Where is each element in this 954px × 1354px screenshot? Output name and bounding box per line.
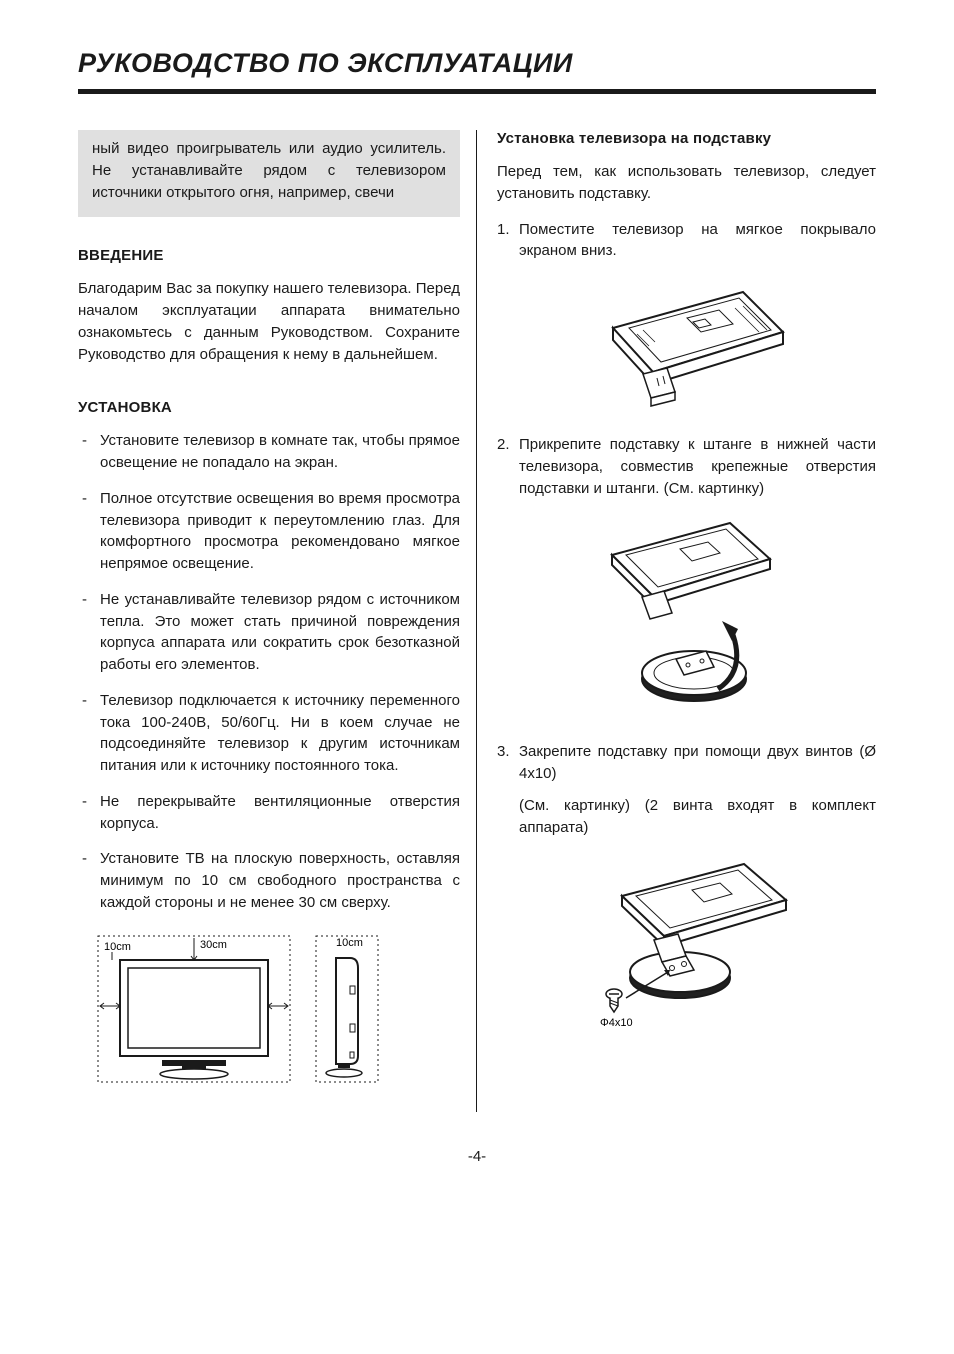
- list-item: Не перекрывайте вентиляционные отверстия…: [78, 791, 460, 835]
- clearance-label-left: 10cm: [104, 941, 131, 953]
- note-box: ный видео проигрыватель или аудио усилит…: [78, 130, 460, 217]
- list-item: Полное отсутствие освещения во время про…: [78, 488, 460, 575]
- step-1: 1. Поместите телевизор на мягкое покрыва…: [497, 219, 876, 413]
- step-number: 1.: [497, 219, 510, 241]
- stand-heading: Установка телевизора на подставку: [497, 130, 876, 147]
- list-item: Установите ТВ на плоскую поверхность, ос…: [78, 848, 460, 913]
- step-3: 3. Закрепите подставку при помощи двух в…: [497, 741, 876, 1038]
- list-item: Установите телевизор в комнате так, чтоб…: [78, 430, 460, 474]
- step-text: Поместите телевизор на мягкое покрывало …: [519, 221, 876, 260]
- step-number: 3.: [497, 741, 510, 763]
- right-column: Установка телевизора на подставку Перед …: [477, 130, 876, 1112]
- clearance-label-top: 30cm: [200, 939, 227, 951]
- step-2: 2. Прикрепите подставку к штанге в нижне…: [497, 434, 876, 719]
- step-text: Прикрепите подставку к штанге в нижней ч…: [519, 436, 876, 497]
- step-text: Закрепите подставку при помощи двух винт…: [519, 743, 876, 782]
- stand-intro: Перед тем, как использовать телевизор, с…: [497, 161, 876, 205]
- columns: ный видео проигрыватель или аудио усилит…: [78, 130, 876, 1112]
- doc-title: РУКОВОДСТВО ПО ЭКСПЛУАТАЦИИ: [78, 48, 876, 79]
- list-item: Не устанавливайте телевизор рядом с исто…: [78, 589, 460, 676]
- stand-steps: 1. Поместите телевизор на мягкое покрыва…: [497, 219, 876, 1039]
- install-bullets: Установите телевизор в комнате так, чтоб…: [78, 430, 460, 913]
- page-number: -4-: [78, 1148, 876, 1165]
- left-column: ный видео проигрыватель или аудио усилит…: [78, 130, 477, 1112]
- install-heading: УСТАНОВКА: [78, 399, 460, 416]
- step-number: 2.: [497, 434, 510, 456]
- step-subtext: (См. картинку) (2 винта входят в комплек…: [519, 795, 876, 839]
- list-item: Телевизор подключается к источнику перем…: [78, 690, 460, 777]
- page: РУКОВОДСТВО ПО ЭКСПЛУАТАЦИИ ный видео пр…: [0, 0, 954, 1205]
- intro-heading: ВВЕДЕНИЕ: [78, 247, 460, 264]
- title-rule: [78, 89, 876, 94]
- step-1-figure: [519, 272, 876, 412]
- step-2-figure: [519, 509, 876, 719]
- clearance-diagram: 30cm 10cm: [78, 928, 460, 1090]
- intro-para: Благодарим Вас за покупку нашего телевиз…: [78, 278, 460, 365]
- screw-label: Φ4x10: [600, 1017, 633, 1029]
- step-3-figure: Φ4x10: [519, 848, 876, 1038]
- clearance-label-right: 10cm: [336, 937, 363, 949]
